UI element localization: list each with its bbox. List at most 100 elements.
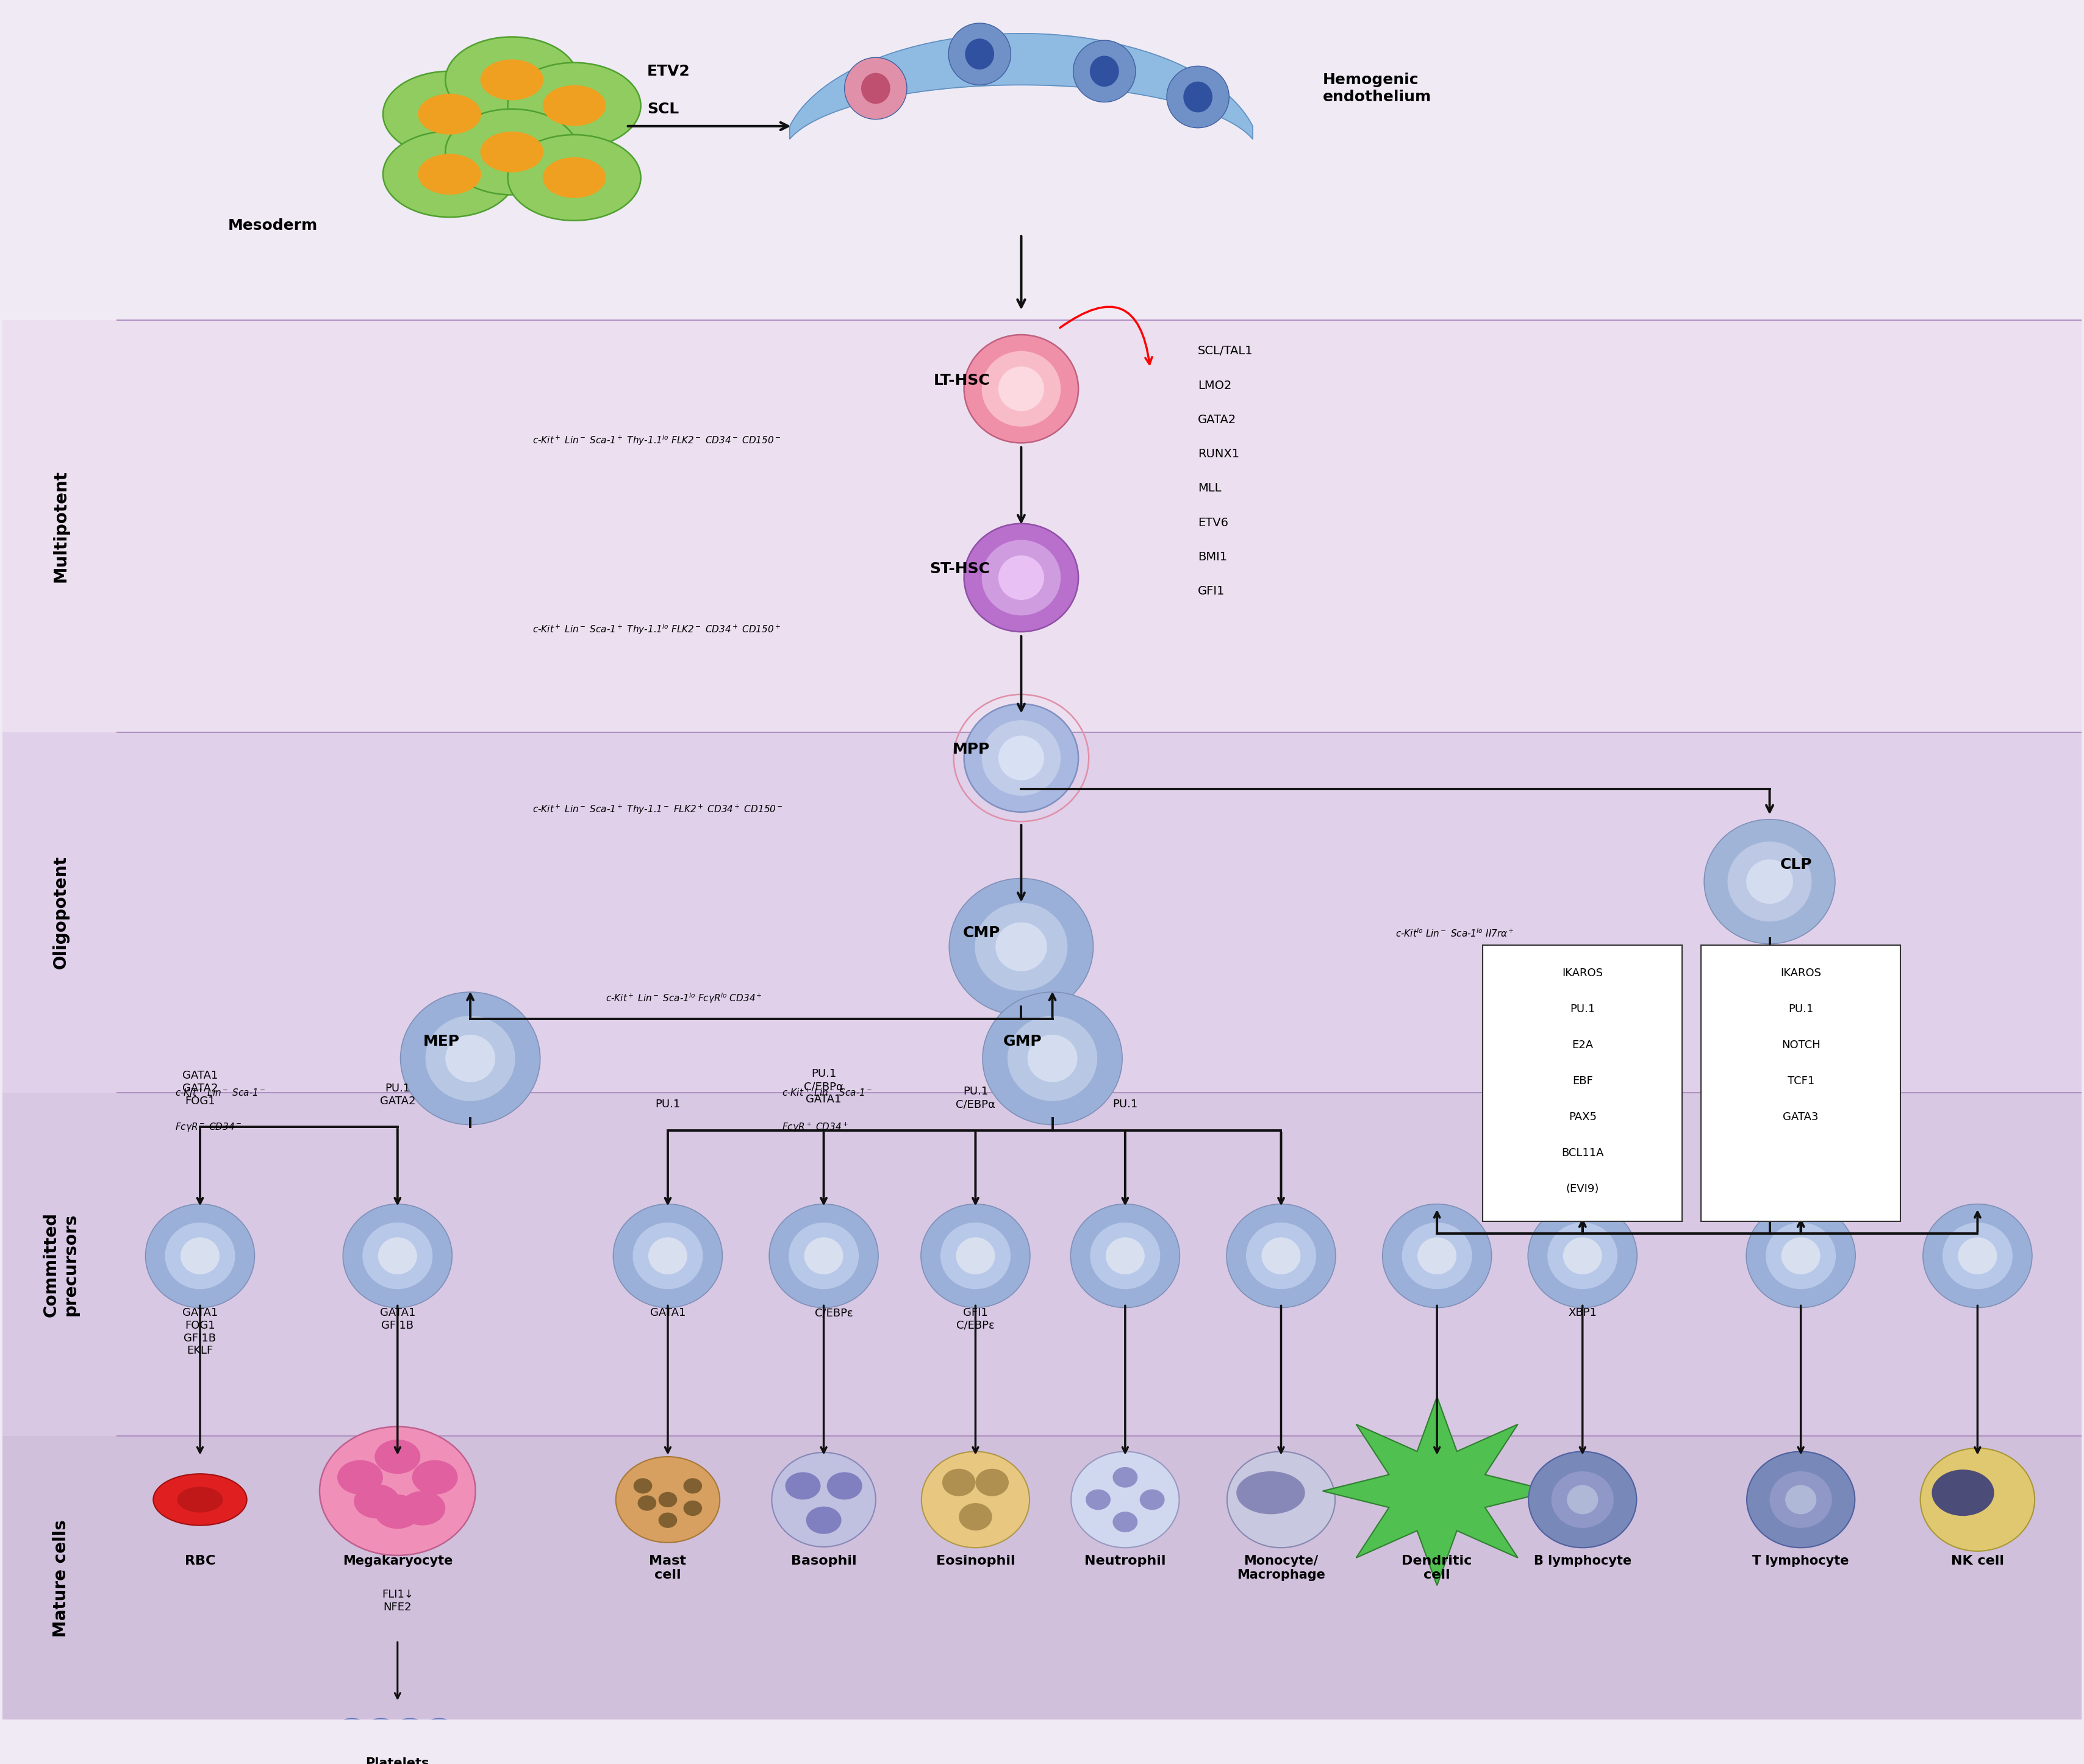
Ellipse shape [177, 1487, 223, 1512]
Ellipse shape [1073, 41, 1136, 102]
Bar [2, 2, 2082, 319]
Bar [2, 1092, 2082, 1436]
Ellipse shape [1227, 1205, 1336, 1307]
Ellipse shape [1705, 818, 1836, 944]
Text: CLP: CLP [1780, 857, 1811, 871]
Text: PU.1
C/EBPα: PU.1 C/EBPα [957, 1087, 996, 1110]
Ellipse shape [975, 1469, 1009, 1496]
Ellipse shape [1782, 1237, 1819, 1274]
Ellipse shape [957, 1237, 994, 1274]
Ellipse shape [421, 1718, 458, 1745]
Ellipse shape [479, 132, 544, 173]
Text: Oligopotent: Oligopotent [52, 856, 69, 968]
Ellipse shape [1942, 1222, 2013, 1289]
Text: GATA1
GATA2
FOG1: GATA1 GATA2 FOG1 [181, 1071, 219, 1106]
Ellipse shape [165, 1222, 235, 1289]
Ellipse shape [1765, 1222, 1836, 1289]
Text: GATA1
FOG1
GFI1B
EKLF: GATA1 FOG1 GFI1B EKLF [181, 1307, 219, 1357]
Ellipse shape [684, 1478, 702, 1494]
Text: NK cell: NK cell [1951, 1554, 2005, 1566]
Text: Mast
cell: Mast cell [650, 1554, 686, 1581]
Ellipse shape [383, 131, 517, 217]
Ellipse shape [982, 720, 1061, 796]
Text: B lymphocyte: B lymphocyte [1534, 1554, 1632, 1566]
Ellipse shape [804, 1237, 844, 1274]
Ellipse shape [998, 367, 1044, 411]
Polygon shape [790, 34, 1252, 139]
Ellipse shape [613, 1205, 723, 1307]
Text: GATA1: GATA1 [650, 1307, 686, 1318]
Ellipse shape [1090, 1222, 1161, 1289]
Bar [2, 732, 2082, 1092]
Ellipse shape [921, 1205, 1029, 1307]
Text: Dendritic
cell: Dendritic cell [1403, 1554, 1471, 1581]
Ellipse shape [1746, 1452, 1855, 1547]
Text: T lymphocyte: T lymphocyte [1753, 1554, 1849, 1566]
Ellipse shape [363, 1718, 400, 1745]
Ellipse shape [965, 39, 994, 69]
Text: SCL: SCL [646, 102, 679, 116]
Text: IKAROS: IKAROS [1780, 967, 1821, 979]
Ellipse shape [659, 1512, 677, 1528]
Text: GATA1
GFI1B: GATA1 GFI1B [379, 1307, 415, 1332]
Text: PU.1: PU.1 [1569, 1004, 1594, 1014]
Ellipse shape [1261, 1237, 1300, 1274]
Ellipse shape [1417, 1237, 1457, 1274]
Ellipse shape [648, 1237, 688, 1274]
Text: PU.1: PU.1 [1113, 1099, 1138, 1110]
Ellipse shape [479, 60, 544, 101]
Text: c-Kit$^+$ Lin$^-$ Sca-1$^+$ Thy-1.1$^{lo}$ FLK2$^-$ CD34$^-$ CD150$^-$: c-Kit$^+$ Lin$^-$ Sca-1$^+$ Thy-1.1$^{lo… [534, 434, 782, 446]
Ellipse shape [965, 704, 1077, 811]
Ellipse shape [1932, 1469, 1994, 1515]
Ellipse shape [1167, 65, 1230, 127]
Ellipse shape [769, 1205, 877, 1307]
Text: c-Kit$^+$ Lin$^-$ Sca-1$^-$: c-Kit$^+$ Lin$^-$ Sca-1$^-$ [782, 1087, 873, 1097]
Ellipse shape [1919, 1448, 2034, 1551]
Ellipse shape [1086, 1489, 1111, 1510]
Text: MEP: MEP [423, 1034, 461, 1048]
Text: E2A: E2A [1571, 1039, 1594, 1051]
Ellipse shape [948, 23, 1011, 85]
Ellipse shape [508, 64, 640, 148]
Ellipse shape [154, 1475, 246, 1526]
Ellipse shape [786, 1473, 821, 1499]
Ellipse shape [375, 1494, 421, 1529]
Text: c-Kit$^+$ Lin$^-$ Sca-1$^{lo}$ Fc$\gamma$R$^{lo}$ CD34$^+$: c-Kit$^+$ Lin$^-$ Sca-1$^{lo}$ Fc$\gamma… [606, 991, 763, 1005]
Text: Fc$\gamma$R$^+$ CD34$^+$: Fc$\gamma$R$^+$ CD34$^+$ [782, 1120, 848, 1132]
Ellipse shape [542, 85, 606, 125]
Text: (EVI9): (EVI9) [1565, 1184, 1598, 1194]
Ellipse shape [333, 1718, 371, 1745]
Ellipse shape [392, 1718, 429, 1745]
Text: Mature cells: Mature cells [52, 1521, 69, 1637]
Ellipse shape [807, 1506, 842, 1535]
Ellipse shape [1528, 1205, 1638, 1307]
Text: BMI1: BMI1 [1198, 552, 1227, 563]
Ellipse shape [446, 109, 579, 194]
Ellipse shape [1140, 1489, 1165, 1510]
Ellipse shape [861, 72, 890, 104]
Ellipse shape [1567, 1485, 1598, 1514]
Ellipse shape [363, 1222, 433, 1289]
Ellipse shape [965, 335, 1077, 443]
Ellipse shape [982, 351, 1061, 427]
Text: c-Kit$^+$ Lin$^-$ Sca-1$^-$: c-Kit$^+$ Lin$^-$ Sca-1$^-$ [175, 1087, 265, 1097]
Text: Committed
precursors: Committed precursors [42, 1212, 79, 1318]
Ellipse shape [319, 1427, 475, 1556]
FancyBboxPatch shape [1701, 946, 1901, 1221]
Text: ETV2: ETV2 [646, 64, 690, 79]
Text: PU.1: PU.1 [1788, 1004, 1813, 1014]
Text: RUNX1: RUNX1 [1198, 448, 1240, 460]
Text: Basophil: Basophil [792, 1554, 857, 1566]
Ellipse shape [948, 878, 1094, 1016]
Text: SCL/TAL1: SCL/TAL1 [1198, 346, 1252, 356]
Ellipse shape [940, 1222, 1011, 1289]
Ellipse shape [975, 903, 1067, 991]
Bar [2, 319, 2082, 732]
Ellipse shape [375, 1439, 421, 1475]
Text: CMP: CMP [963, 926, 1000, 940]
Text: Megakaryocyte: Megakaryocyte [342, 1554, 452, 1566]
Text: RBC: RBC [185, 1554, 215, 1566]
Text: GFI1: GFI1 [1198, 586, 1225, 598]
Ellipse shape [344, 1205, 452, 1307]
Text: PU.1
GATA2: PU.1 GATA2 [379, 1083, 415, 1106]
